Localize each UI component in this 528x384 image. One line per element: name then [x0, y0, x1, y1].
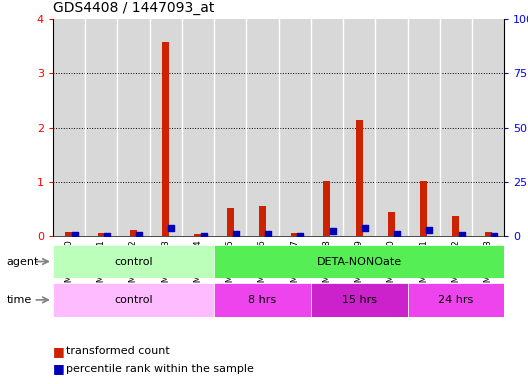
Bar	[53, 19, 85, 236]
Bar	[440, 19, 472, 236]
Bar	[355, 119, 363, 236]
Bar	[117, 19, 149, 236]
Bar	[375, 19, 408, 236]
Text: ■: ■	[53, 345, 64, 358]
Bar	[311, 283, 408, 317]
Point	[264, 231, 272, 237]
Bar	[343, 19, 375, 236]
Text: control: control	[114, 295, 153, 305]
Bar	[227, 208, 234, 236]
Bar	[214, 19, 246, 236]
Point	[232, 231, 240, 237]
Text: control: control	[114, 257, 153, 266]
Bar	[388, 212, 395, 236]
Bar	[130, 230, 137, 236]
Bar	[259, 206, 266, 236]
Text: 8 hrs: 8 hrs	[248, 295, 277, 305]
Text: agent: agent	[6, 257, 39, 266]
Bar	[194, 234, 202, 236]
Bar	[53, 283, 214, 317]
Point	[328, 228, 337, 234]
Bar	[311, 19, 343, 236]
Bar	[408, 283, 504, 317]
Point	[296, 232, 305, 238]
Bar	[452, 215, 459, 236]
Point	[425, 227, 433, 233]
Point	[361, 225, 369, 232]
Text: time: time	[6, 295, 32, 305]
Bar	[291, 233, 298, 236]
Point	[457, 232, 466, 238]
Text: 15 hrs: 15 hrs	[342, 295, 376, 305]
Bar	[162, 42, 169, 236]
Bar	[323, 181, 331, 236]
Bar	[182, 19, 214, 236]
Bar	[214, 283, 311, 317]
Point	[71, 232, 79, 238]
Text: percentile rank within the sample: percentile rank within the sample	[66, 364, 254, 374]
Bar	[214, 245, 504, 278]
Text: DETA-NONOate: DETA-NONOate	[317, 257, 402, 266]
Point	[167, 225, 176, 231]
Point	[135, 232, 144, 238]
Bar	[279, 19, 311, 236]
Bar	[85, 19, 117, 236]
Bar	[98, 233, 105, 236]
Bar	[485, 232, 492, 236]
Point	[489, 233, 498, 239]
Point	[103, 233, 111, 239]
Bar	[420, 181, 427, 236]
Bar	[53, 245, 214, 278]
Bar	[149, 19, 182, 236]
Bar	[408, 19, 440, 236]
Point	[200, 233, 208, 239]
Bar	[472, 19, 504, 236]
Bar	[65, 232, 72, 236]
Point	[393, 231, 401, 237]
Text: GDS4408 / 1447093_at: GDS4408 / 1447093_at	[53, 2, 214, 15]
Text: transformed count: transformed count	[66, 346, 169, 356]
Text: ■: ■	[53, 362, 64, 375]
Text: 24 hrs: 24 hrs	[438, 295, 474, 305]
Bar	[246, 19, 278, 236]
